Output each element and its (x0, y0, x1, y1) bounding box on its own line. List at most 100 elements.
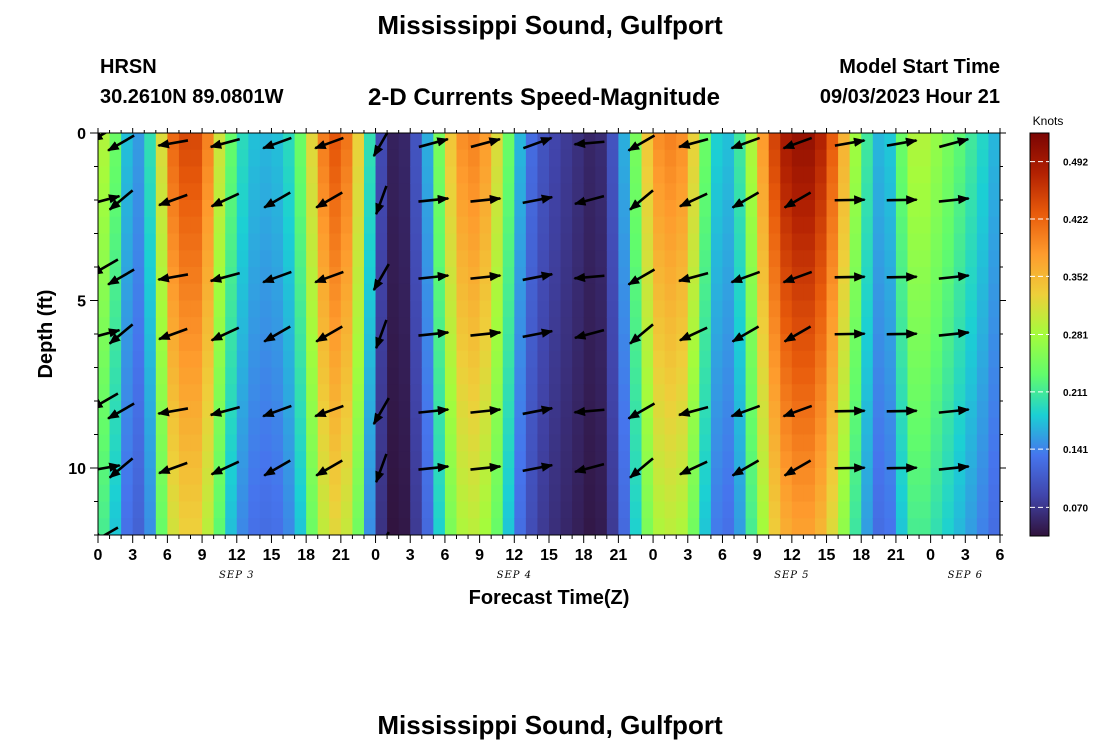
heatmap-cell (190, 149, 203, 168)
heatmap-cell (895, 250, 909, 268)
heatmap-cell (514, 283, 527, 302)
heatmap-cell (98, 417, 111, 436)
heatmap-cell (653, 484, 666, 503)
heatmap-cell (606, 216, 619, 235)
heatmap-cell (653, 367, 666, 385)
heatmap-cell (144, 267, 157, 285)
heatmap-cell (583, 501, 596, 519)
heatmap-cell (780, 250, 793, 268)
heatmap-cell (676, 518, 689, 535)
heatmap-cell (387, 367, 400, 385)
heatmap-cell (525, 317, 539, 335)
current-vector-arrow (730, 270, 761, 284)
heatmap-cell (734, 501, 747, 519)
heatmap-cell (641, 350, 654, 369)
heatmap-cell (155, 367, 168, 385)
heatmap-cell (895, 434, 909, 452)
heatmap-cell (930, 367, 943, 385)
heatmap-cell (410, 200, 423, 218)
heatmap-cell (780, 183, 793, 201)
heatmap-cell (178, 417, 192, 436)
heatmap-cell (329, 501, 342, 519)
heatmap-cell (98, 484, 111, 503)
heatmap-cell (699, 200, 712, 218)
heatmap-cell (213, 250, 226, 268)
heatmap-cell (294, 283, 307, 302)
heatmap-cell (306, 300, 319, 318)
heatmap-cell (514, 166, 527, 184)
heatmap-cell (121, 468, 134, 486)
heatmap-cell (676, 233, 689, 251)
heatmap-cell (421, 484, 434, 503)
heatmap-cell (433, 334, 446, 352)
heatmap-cell (468, 283, 481, 302)
heatmap-cell (236, 317, 249, 335)
heatmap-cell (606, 434, 619, 452)
heatmap-cell (745, 367, 758, 385)
heatmap-cell (340, 149, 354, 168)
heatmap-cell (930, 434, 943, 452)
heatmap-cell (768, 200, 781, 218)
heatmap-cell (340, 484, 354, 503)
heatmap-cell (710, 166, 724, 184)
heatmap-cell (144, 133, 157, 151)
heatmap-cell (583, 133, 596, 151)
heatmap-cell (283, 166, 296, 184)
heatmap-cell (502, 401, 515, 419)
heatmap-cell (734, 216, 747, 235)
heatmap-cell (942, 216, 955, 235)
heatmap-cell (618, 484, 631, 503)
heatmap-cell (907, 501, 920, 519)
heatmap-cell (121, 300, 134, 318)
heatmap-cell (976, 434, 990, 452)
heatmap-cell (710, 267, 724, 285)
heatmap-cell (329, 200, 342, 218)
heatmap-cell (98, 183, 111, 201)
current-vector-arrow (157, 461, 188, 475)
heatmap-cell (456, 501, 469, 519)
heatmap-cell (780, 501, 793, 519)
heatmap-cell (606, 367, 619, 385)
heatmap-cell (618, 518, 631, 535)
heatmap-cell (618, 468, 631, 486)
heatmap-cell (294, 200, 307, 218)
heatmap-cell (259, 501, 273, 519)
heatmap-cell (144, 334, 157, 352)
heatmap-cell (699, 417, 712, 436)
heatmap-cell (132, 133, 145, 151)
heatmap-cell (491, 300, 504, 318)
heatmap-cell (861, 149, 874, 168)
heatmap-cell (629, 183, 643, 201)
current-vector-arrow (834, 406, 866, 416)
heatmap-cell (965, 200, 978, 218)
heatmap-cell (549, 501, 562, 519)
heatmap-cell (271, 367, 284, 385)
heatmap-cell (202, 468, 215, 486)
heatmap-cell (456, 149, 469, 168)
heatmap-cell (606, 317, 619, 335)
heatmap-cell (560, 149, 573, 168)
heatmap-cell (329, 484, 342, 503)
heatmap-cell (225, 384, 238, 402)
heatmap-cell (629, 417, 643, 436)
heatmap-cell (132, 334, 145, 352)
heatmap-cell (560, 133, 573, 151)
heatmap-cell (144, 451, 157, 469)
heatmap-cell (838, 468, 851, 486)
heatmap-cell (942, 183, 955, 201)
current-vector-arrow (731, 191, 760, 209)
heatmap-cell (722, 518, 735, 535)
heatmap-cell (583, 149, 596, 168)
heatmap-cell (167, 350, 180, 369)
heatmap-cell (699, 283, 712, 302)
heatmap-cell (606, 334, 619, 352)
heatmap-cell (768, 518, 781, 535)
heatmap-cell (225, 434, 238, 452)
heatmap-cell (421, 283, 434, 302)
heatmap-cell (884, 200, 897, 218)
heatmap-cell (410, 501, 423, 519)
heatmap-cell (629, 367, 643, 385)
heatmap-cell (410, 166, 423, 184)
heatmap-cell (352, 484, 365, 503)
heatmap-cell (213, 350, 226, 369)
